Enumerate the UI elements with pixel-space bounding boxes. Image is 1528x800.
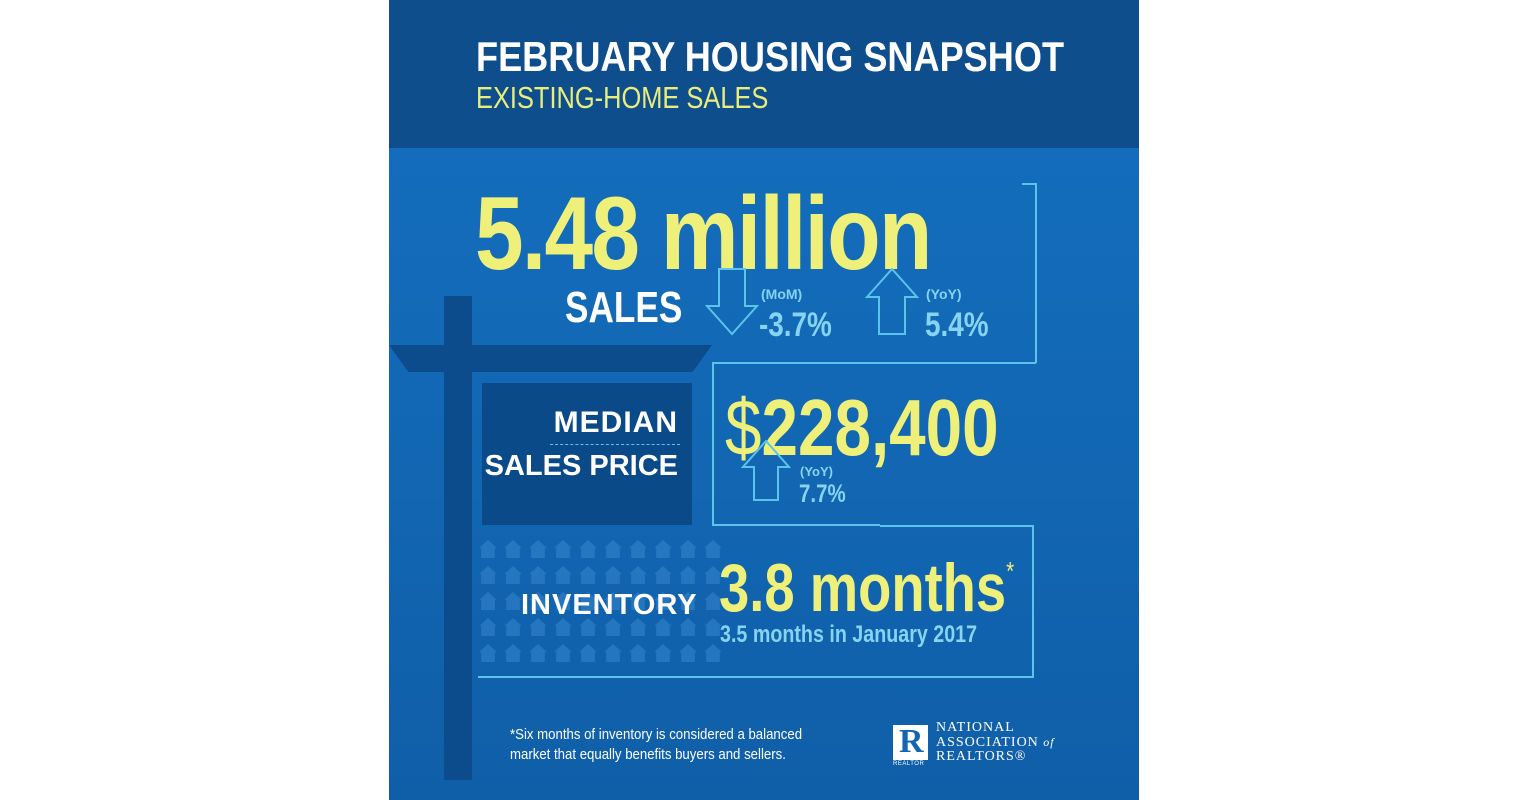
arrow-up-icon	[741, 440, 791, 501]
house-icon	[704, 644, 722, 662]
inventory-comparison: 3.5 months in January 2017	[720, 621, 978, 648]
house-icon	[504, 644, 522, 662]
house-icon	[629, 540, 647, 558]
house-icon	[604, 644, 622, 662]
house-icon	[679, 644, 697, 662]
arrow-down-icon	[705, 268, 759, 336]
sign-post	[444, 296, 472, 780]
house-icon	[479, 644, 497, 662]
median-label-line2: SALES PRICE	[484, 450, 678, 482]
divider	[478, 676, 1034, 678]
inventory-value: 3.8 months	[719, 550, 1007, 626]
house-icon	[504, 592, 522, 610]
house-icon	[554, 566, 572, 584]
house-icon	[629, 592, 647, 610]
logo-mark: R	[899, 725, 924, 760]
yoy-label: (YoY)	[926, 286, 962, 302]
divider	[712, 362, 714, 525]
house-icon	[529, 592, 547, 610]
house-icon	[654, 644, 672, 662]
house-icon	[504, 566, 522, 584]
inventory-asterisk: *	[1006, 556, 1015, 586]
divider	[880, 525, 1033, 527]
house-icon	[529, 618, 547, 636]
house-icon	[679, 618, 697, 636]
house-icon	[654, 540, 672, 558]
divider	[1035, 183, 1037, 363]
house-icon	[479, 566, 497, 584]
arrow-up-icon	[865, 268, 919, 335]
house-icon	[504, 618, 522, 636]
footnote: *Six months of inventory is considered a…	[510, 726, 803, 763]
divider	[1022, 183, 1036, 185]
inventory-label: INVENTORY	[521, 589, 698, 621]
page-subtitle: EXISTING-HOME SALES	[476, 80, 769, 115]
house-icon	[579, 592, 597, 610]
realtor-r-icon: R	[893, 725, 928, 760]
house-icon	[479, 618, 497, 636]
house-icon	[679, 566, 697, 584]
house-icon	[679, 592, 697, 610]
yoy-value: 5.4%	[925, 306, 989, 344]
houses-pattern	[479, 540, 729, 670]
median-price-value: 228,400	[761, 383, 999, 472]
sales-value: 5.48 million	[475, 176, 932, 292]
house-icon	[604, 618, 622, 636]
mom-value: -3.7%	[759, 306, 832, 344]
divider	[712, 362, 1036, 364]
mom-label: (MoM)	[761, 286, 803, 302]
house-icon	[679, 540, 697, 558]
divider	[1032, 525, 1034, 677]
house-icon	[579, 540, 597, 558]
organization-name: NATIONAL ASSOCIATION of REALTORS®	[936, 721, 1055, 764]
realtor-logo: R REALTOR	[893, 725, 928, 768]
house-icon	[654, 592, 672, 610]
house-icon	[579, 618, 597, 636]
house-icon	[604, 566, 622, 584]
sales-label: SALES	[565, 283, 683, 332]
house-icon	[704, 592, 722, 610]
org-line1: NATIONAL	[936, 720, 1015, 735]
house-icon	[504, 540, 522, 558]
house-icon	[529, 566, 547, 584]
infographic: FEBRUARY HOUSING SNAPSHOT EXISTING-HOME …	[389, 0, 1139, 800]
price-yoy-label: (YoY)	[800, 464, 833, 479]
house-icon	[579, 644, 597, 662]
inventory: 3.8 months*	[719, 554, 1014, 622]
house-icon	[554, 540, 572, 558]
median-price: $228,400	[725, 388, 999, 468]
house-icon	[479, 540, 497, 558]
house-icon	[654, 618, 672, 636]
house-icon	[554, 618, 572, 636]
house-icon	[629, 618, 647, 636]
sign-panel	[482, 383, 692, 525]
price-yoy-value: 7.7%	[799, 480, 846, 508]
house-icon	[479, 592, 497, 610]
house-icon	[604, 540, 622, 558]
house-icon	[554, 592, 572, 610]
logo-caption: REALTOR	[893, 761, 925, 767]
house-icon	[704, 618, 722, 636]
house-icon	[629, 566, 647, 584]
house-icon	[629, 644, 647, 662]
house-icon	[654, 566, 672, 584]
house-icon	[604, 592, 622, 610]
org-line2-suffix: of	[1043, 735, 1055, 749]
org-line3: REALTORS®	[936, 749, 1027, 764]
house-icon	[704, 540, 722, 558]
header-band	[389, 0, 1139, 148]
house-icon	[704, 566, 722, 584]
divider	[712, 524, 880, 526]
house-icon	[529, 644, 547, 662]
page-title: FEBRUARY HOUSING SNAPSHOT	[476, 33, 1065, 80]
house-icon	[579, 566, 597, 584]
house-icon	[554, 644, 572, 662]
median-label-line1: MEDIAN	[553, 406, 678, 439]
dashed-divider	[550, 444, 680, 445]
house-icon	[529, 540, 547, 558]
org-line2: ASSOCIATION	[936, 735, 1039, 750]
sign-post-arm	[389, 345, 712, 372]
